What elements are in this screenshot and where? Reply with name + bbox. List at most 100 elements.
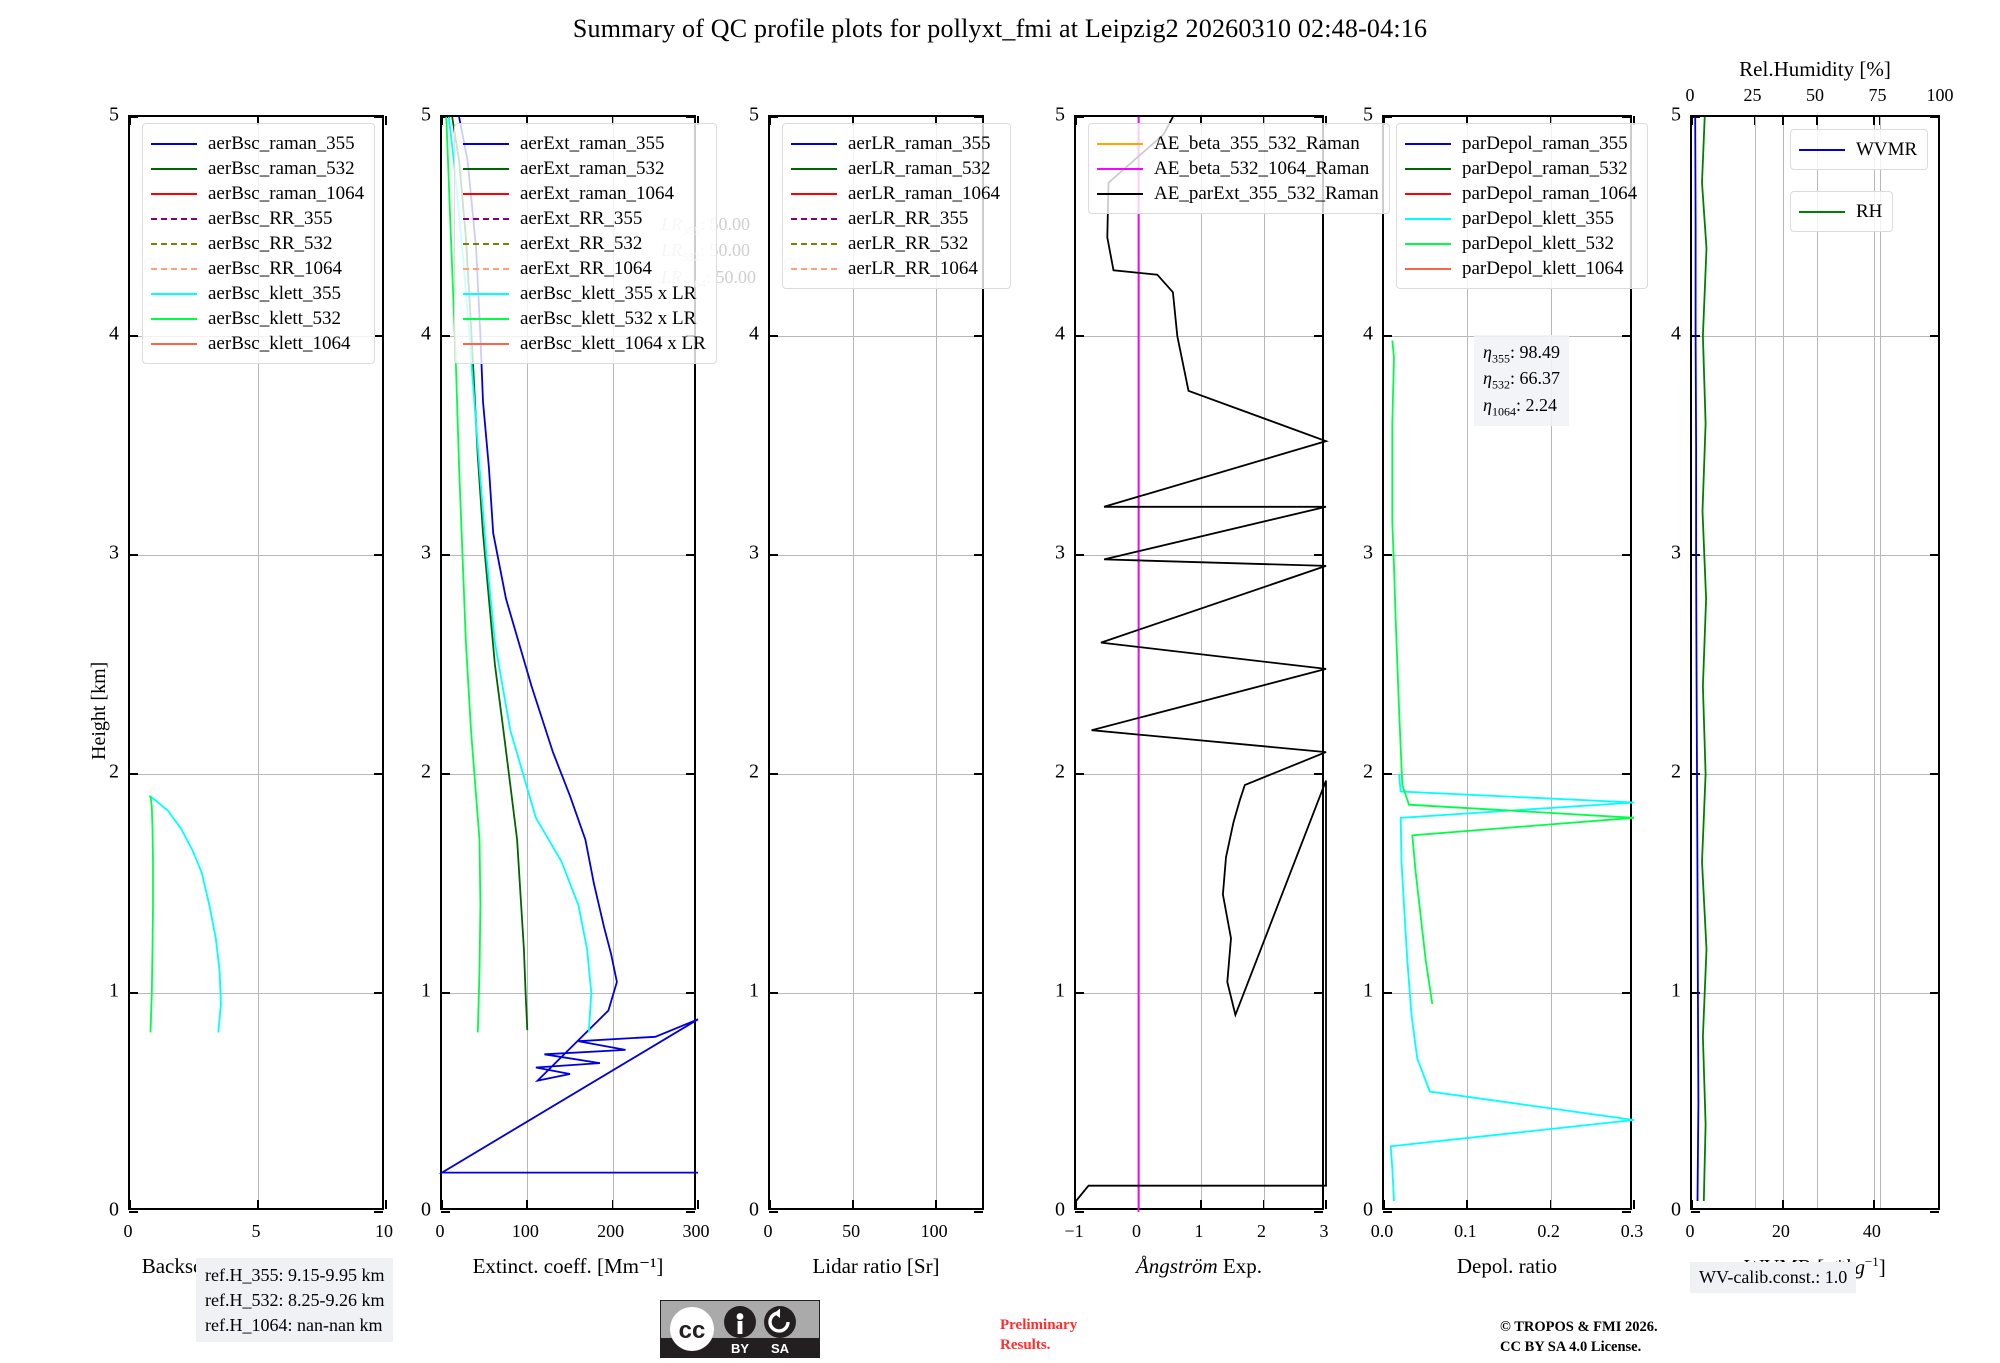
- gridline-vertical: [1873, 117, 1875, 1208]
- y-axis-tick-label: 0: [1363, 1198, 1373, 1221]
- x-axis-tick: [1262, 1200, 1265, 1209]
- y-axis-tick: [1930, 335, 1939, 337]
- x-axis-title: Extinct. coeff. [Mm⁻¹]: [472, 1254, 664, 1278]
- y-axis-tick-label: 3: [421, 541, 431, 564]
- wv-calibration-annotation: WV-calib.const.: 1.0: [1690, 1262, 1857, 1293]
- gridline-horizontal: [1076, 336, 1322, 337]
- x-axis-tick: [526, 116, 529, 125]
- legend-entry-aerLR_raman_355: aerLR_raman_355: [791, 131, 1000, 156]
- gridline-vertical: [1782, 117, 1784, 1208]
- gridline-horizontal: [130, 555, 382, 556]
- x-axis-tick: [1691, 116, 1693, 125]
- x-axis-tick: [1383, 116, 1385, 125]
- plot-area-angstrom: [1074, 115, 1329, 1213]
- y-axis-tick: [441, 992, 450, 994]
- legend-label: aerBsc_raman_355: [208, 133, 355, 154]
- y-axis-tick: [129, 554, 138, 556]
- gridline-vertical: [612, 117, 614, 1208]
- curve-layer: [1075, 116, 1329, 1212]
- y-axis-tick: [1075, 335, 1084, 337]
- legend-entry-aerLR_raman_1064: aerLR_raman_1064: [791, 181, 1000, 206]
- legend-swatch: [463, 242, 509, 245]
- y-axis-tick: [1622, 1211, 1631, 1213]
- gridline-horizontal: [1384, 774, 1630, 775]
- y-axis-tick: [441, 335, 450, 337]
- y-axis-tick: [1314, 335, 1323, 337]
- x-axis-tick: [257, 116, 259, 125]
- y-axis-tick: [974, 992, 983, 994]
- gridline-vertical: [1467, 117, 1469, 1208]
- y-axis-tick: [1930, 1211, 1939, 1213]
- data-curve-aerExt_raman_355: [438, 116, 699, 1174]
- legend-swatch: [151, 167, 197, 170]
- preliminary-line: Results.: [1000, 1336, 1051, 1353]
- legend-label: aerBsc_klett_355 x LR: [520, 283, 697, 304]
- data-curve-WVMR: [1694, 116, 1700, 1202]
- y-axis-tick: [769, 554, 778, 556]
- y-axis-title: Height [km]: [88, 661, 110, 760]
- y-axis-tick: [374, 1211, 383, 1213]
- annotation-line: η532: 66.37: [1483, 368, 1560, 393]
- x-axis-tick: [611, 1200, 614, 1209]
- y-axis-tick: [686, 1211, 695, 1213]
- gridline-horizontal: [1692, 555, 1938, 556]
- legend-swatch: [463, 142, 509, 145]
- y-axis-tick-label: 3: [1055, 541, 1065, 564]
- y-axis-tick: [374, 554, 383, 556]
- y-axis-tick: [686, 554, 695, 556]
- plot-panel-extinction: 0 1 2 3 4 5 0 100 200 300 Extinct. coeff. [Mm⁻¹] ae…: [421, 104, 756, 1279]
- annotation-line: η355: 98.49: [1483, 342, 1560, 366]
- y-axis-tick: [441, 116, 450, 118]
- y-axis-tick: [441, 1211, 450, 1213]
- legend-label: parDepol_raman_532: [1462, 158, 1628, 179]
- page-title: Summary of QC profile plots for pollyxt_…: [572, 14, 1428, 43]
- y-axis-tick-label: 4: [1055, 322, 1065, 345]
- x-axis-tick: [852, 116, 854, 125]
- gridline-horizontal: [770, 336, 982, 337]
- top-axis-tick-label: 25: [1743, 85, 1762, 105]
- x-axis-tick: [1633, 116, 1635, 125]
- y-axis-tick-label: 3: [1363, 541, 1373, 564]
- y-axis-tick: [1314, 1211, 1323, 1213]
- y-axis-tick: [1314, 992, 1323, 994]
- y-axis-tick-label: 0: [1055, 1198, 1065, 1221]
- y-axis-tick-label: 4: [109, 322, 119, 345]
- legend-swatch: [463, 317, 509, 320]
- top-axis-tick-label: 100: [1926, 85, 1954, 105]
- gridline-vertical: [1550, 117, 1552, 1208]
- legend-entry-parDepol_klett_1064: parDepol_klett_1064: [1405, 256, 1637, 281]
- y-axis-tick-label: 2: [1055, 760, 1065, 783]
- legend-label: aerExt_raman_355: [520, 133, 665, 154]
- y-axis-tick-label: 0: [1671, 1198, 1681, 1221]
- y-axis-tick: [769, 773, 778, 775]
- y-axis-tick: [1930, 554, 1939, 556]
- plot-panel-depolarization: 0 1 2 3 4 5 0.0 0.1 0.2 0.3 Depol. ratio parDepol_r…: [1363, 104, 1649, 1278]
- y-axis-tick: [1691, 992, 1700, 994]
- top-axis-tick-label: 50: [1806, 85, 1824, 105]
- top-axis-tick: [1816, 116, 1818, 125]
- y-axis-tick-label: 4: [421, 322, 431, 345]
- y-axis-tick-label: 2: [1363, 760, 1373, 783]
- legend-swatch: [151, 217, 197, 220]
- legend-entry-parDepol_raman_1064: parDepol_raman_1064: [1405, 181, 1637, 206]
- y-axis-tick: [374, 992, 383, 994]
- preliminary-results-note: Preliminary Results.: [1000, 1316, 1077, 1355]
- data-curve-aerBsc_klett_355: [148, 795, 222, 1033]
- y-axis-tick: [1383, 335, 1392, 337]
- legend-label: aerBsc_RR_355: [208, 208, 333, 229]
- x-axis-tick-label: 0: [123, 1221, 133, 1241]
- legend-entry-aerExt_RR_1064: aerExt_RR_1064: [463, 256, 706, 281]
- legend-swatch: [463, 192, 509, 195]
- y-axis-tick: [686, 773, 695, 775]
- legend-label: aerBsc_klett_1064: [208, 333, 351, 354]
- y-axis-tick-label: 4: [749, 322, 759, 345]
- y-axis-tick-label: 5: [749, 103, 759, 126]
- cc-by-text: BY: [731, 1341, 749, 1356]
- y-axis-tick-label: 5: [109, 103, 119, 126]
- y-axis-tick: [1075, 1211, 1084, 1213]
- legend-swatch: [791, 217, 837, 220]
- y-axis-tick-label: 1: [109, 979, 119, 1002]
- legend-swatch: [791, 192, 837, 195]
- legend-entry-aerBsc_RR_1064: aerBsc_RR_1064: [151, 256, 364, 281]
- legend-swatch: [1405, 142, 1451, 145]
